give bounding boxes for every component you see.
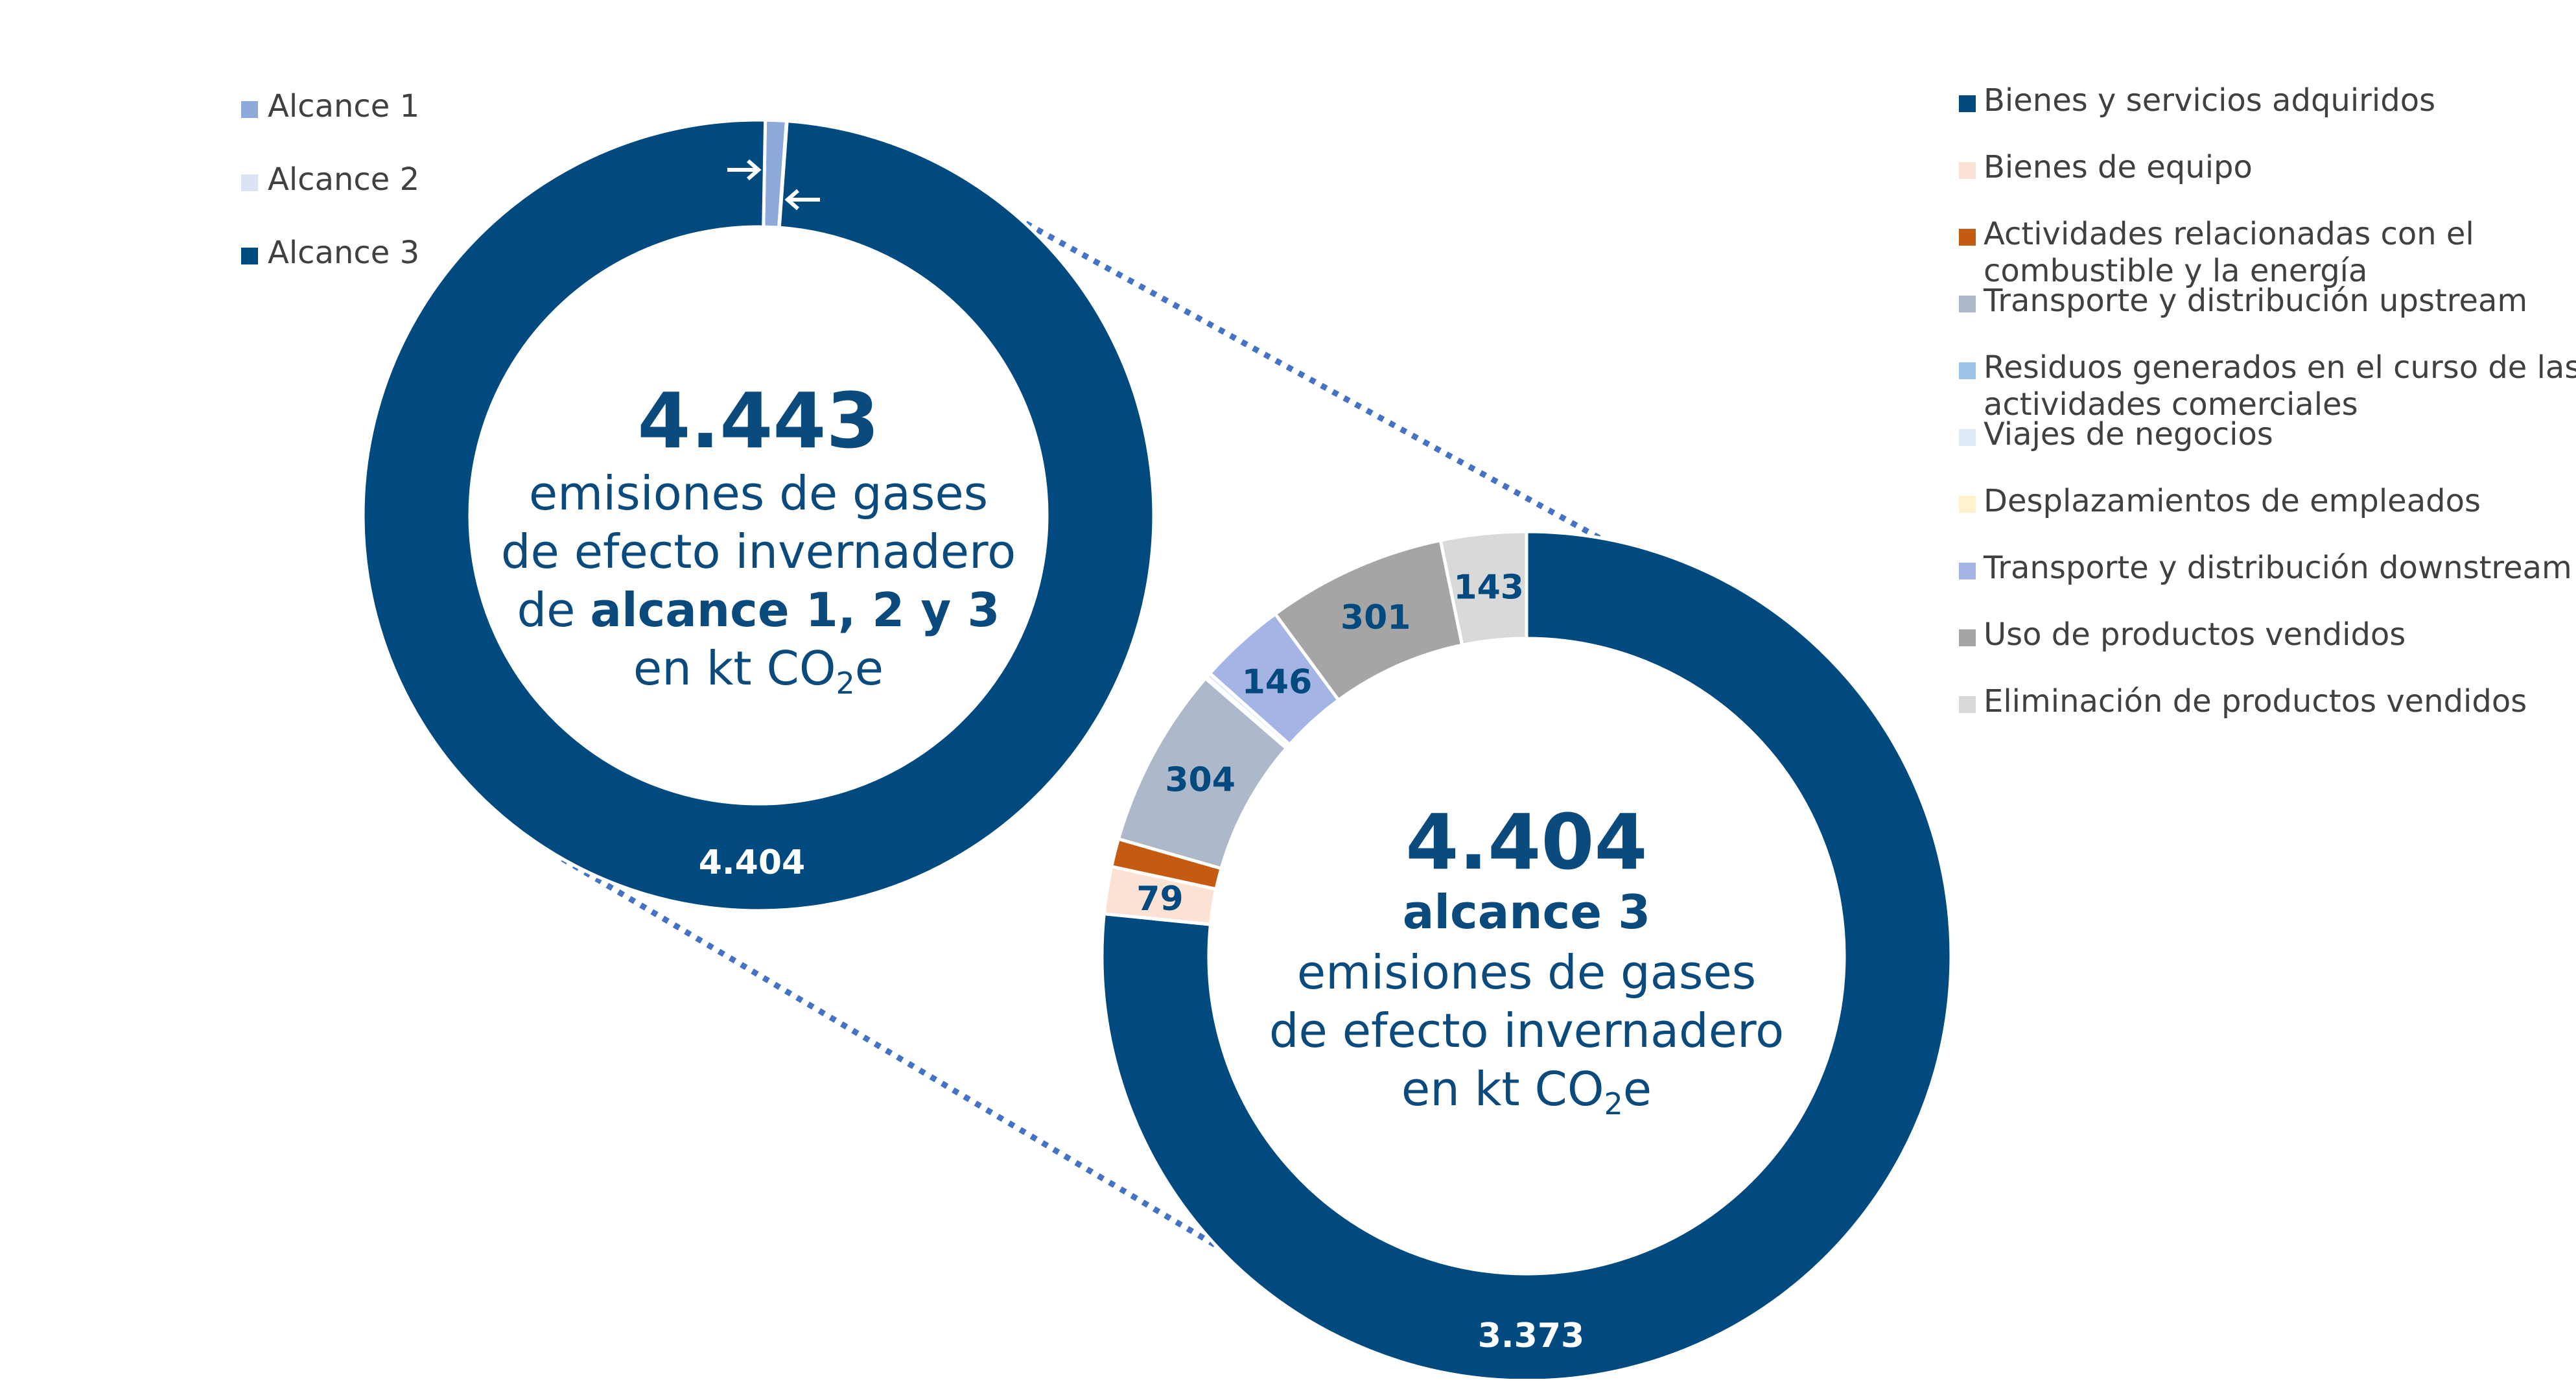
legend-label-transporte-y-distribucion-upstream: Transporte y distribución upstream (1983, 283, 2527, 319)
legend-swatch-alcance-2 (241, 174, 258, 191)
data-label-transporte-y-distribucion-downstream: 146 (1242, 662, 1313, 701)
legend-label-desplazamientos-de-empleados: Desplazamientos de empleados (1984, 483, 2481, 519)
data-label-alcance-3: 4.404 (699, 843, 805, 882)
slice-alcance-3 (361, 118, 1156, 913)
legend-label-actividades-relacionadas-con-el-combustible-y-la-energia: Actividades relacionadas con el (1984, 216, 2474, 252)
donut2-center-unit-suffix: e (1623, 1062, 1652, 1116)
connector-line-upper (1013, 215, 1619, 550)
data-label-eliminacion-de-productos-vendidos: 143 (1453, 568, 1524, 607)
arrow-alcance-1-icon (727, 159, 762, 181)
zoom-connectors (561, 215, 1619, 1286)
donut1-center-line3-prefix: de (517, 583, 590, 637)
legend-scopes: Alcance 1 Alcance 2 Alcance 3 (241, 88, 419, 271)
legend-swatch-viajes-de-negocios (1959, 429, 1976, 446)
legend-swatch-alcance-3 (241, 248, 258, 264)
data-label-bienes-de-equipo: 79 (1136, 880, 1183, 919)
legend-label-viajes-de-negocios: Viajes de negocios (1984, 416, 2273, 452)
legend-label-transporte-y-distribucion-downstream: Transporte y distribución downstream (1983, 550, 2572, 586)
legend-label-alcance-1: Alcance 1 (268, 88, 419, 124)
donut2-center-line4: en kt CO2e (1401, 1062, 1652, 1121)
donut1-total: 4.443 (637, 376, 879, 465)
legend-label-alcance-3: Alcance 3 (268, 235, 419, 271)
legend-swatch-eliminacion-de-productos-vendidos (1959, 696, 1976, 713)
connector-line-lower (561, 856, 1282, 1286)
legend-swatch-desplazamientos-de-empleados (1959, 496, 1976, 513)
donut1-center-line1: emisiones de gases (529, 466, 988, 521)
legend-swatch-residuos-generados-en-el-curso-de-las-actividades-comerciales (1959, 362, 1976, 379)
legend-label-alcance-2: Alcance 2 (268, 161, 419, 198)
data-label-uso-de-productos-vendidos: 301 (1341, 598, 1411, 637)
donut1-center-unit: en kt CO (633, 641, 836, 696)
legend-swatch-uso-de-productos-vendidos (1959, 629, 1976, 646)
legend-swatch-bienes-y-servicios-adquiridos (1959, 95, 1976, 112)
legend-label-bienes-y-servicios-adquiridos: Bienes y servicios adquiridos (1984, 82, 2435, 119)
legend-swatch-transporte-y-distribucion-downstream (1959, 563, 1976, 580)
data-label-transporte-y-distribucion-upstream: 304 (1165, 760, 1235, 799)
donut2-center-unit: en kt CO (1401, 1062, 1604, 1116)
donut-scopes: 3814.404 (361, 118, 1156, 913)
donut2-center-unit-sub: 2 (1604, 1086, 1623, 1121)
donut1-center-unit-sub: 2 (836, 666, 855, 701)
legend-scope3-categories: Bienes y servicios adquiridos Bienes de e… (1959, 82, 2576, 720)
donut1-center-line3: de alcance 1, 2 y 3 (517, 583, 1000, 637)
data-label-bienes-y-servicios-adquiridos: 3.373 (1478, 1317, 1584, 1355)
legend-label-eliminacion-de-productos-vendidos: Eliminación de productos vendidos (1984, 683, 2527, 720)
donut1-center-unit-suffix: e (855, 641, 884, 696)
donut1-center-line2: de efecto invernadero (501, 524, 1016, 579)
legend-label-residuos-generados-en-el-curso-de-las-actividades-comerciales-line2: actividades comerciales (1984, 386, 2358, 423)
donut2-total: 4.404 (1405, 797, 1647, 887)
slice-eliminacion-de-productos-vendidos (1438, 530, 1528, 648)
donut-scope3-categories: 3.373 79 304 146 301 143 (1100, 530, 1953, 1382)
donut2-center-line3: de efecto invernadero (1269, 1003, 1784, 1058)
slice-bienes-y-servicios-adquiridos (1100, 530, 1953, 1382)
legend-label-actividades-relacionadas-con-el-combustible-y-la-energia-line2: combustible y la energía (1984, 253, 2367, 289)
donut2-center: 4.404 alcance 3 emisiones de gases de ef… (1269, 797, 1784, 1121)
donut2-center-line1: alcance 3 (1403, 885, 1650, 939)
donut1-center-line3-bold: alcance 1, 2 y 3 (590, 583, 1000, 637)
legend-swatch-transporte-y-distribucion-upstream (1959, 296, 1976, 312)
donut1-center: 4.443 emisiones de gases de efecto inver… (501, 376, 1016, 701)
donut2-center-line2: emisiones de gases (1297, 945, 1756, 1000)
legend-swatch-actividades-relacionadas-con-el-combustible-y-la-energia (1959, 229, 1976, 246)
legend-label-residuos-generados-en-el-curso-de-las-actividades-comerciales: Residuos generados en el curso de las (1984, 349, 2576, 386)
legend-label-bienes-de-equipo: Bienes de equipo (1984, 149, 2253, 185)
donut1-center-line4: en kt CO2e (633, 641, 884, 701)
legend-swatch-bienes-de-equipo (1959, 162, 1976, 179)
arrow-alcance-2-icon (784, 189, 820, 211)
legend-swatch-alcance-1 (241, 101, 258, 118)
legend-label-uso-de-productos-vendidos: Uso de productos vendidos (1984, 616, 2406, 653)
